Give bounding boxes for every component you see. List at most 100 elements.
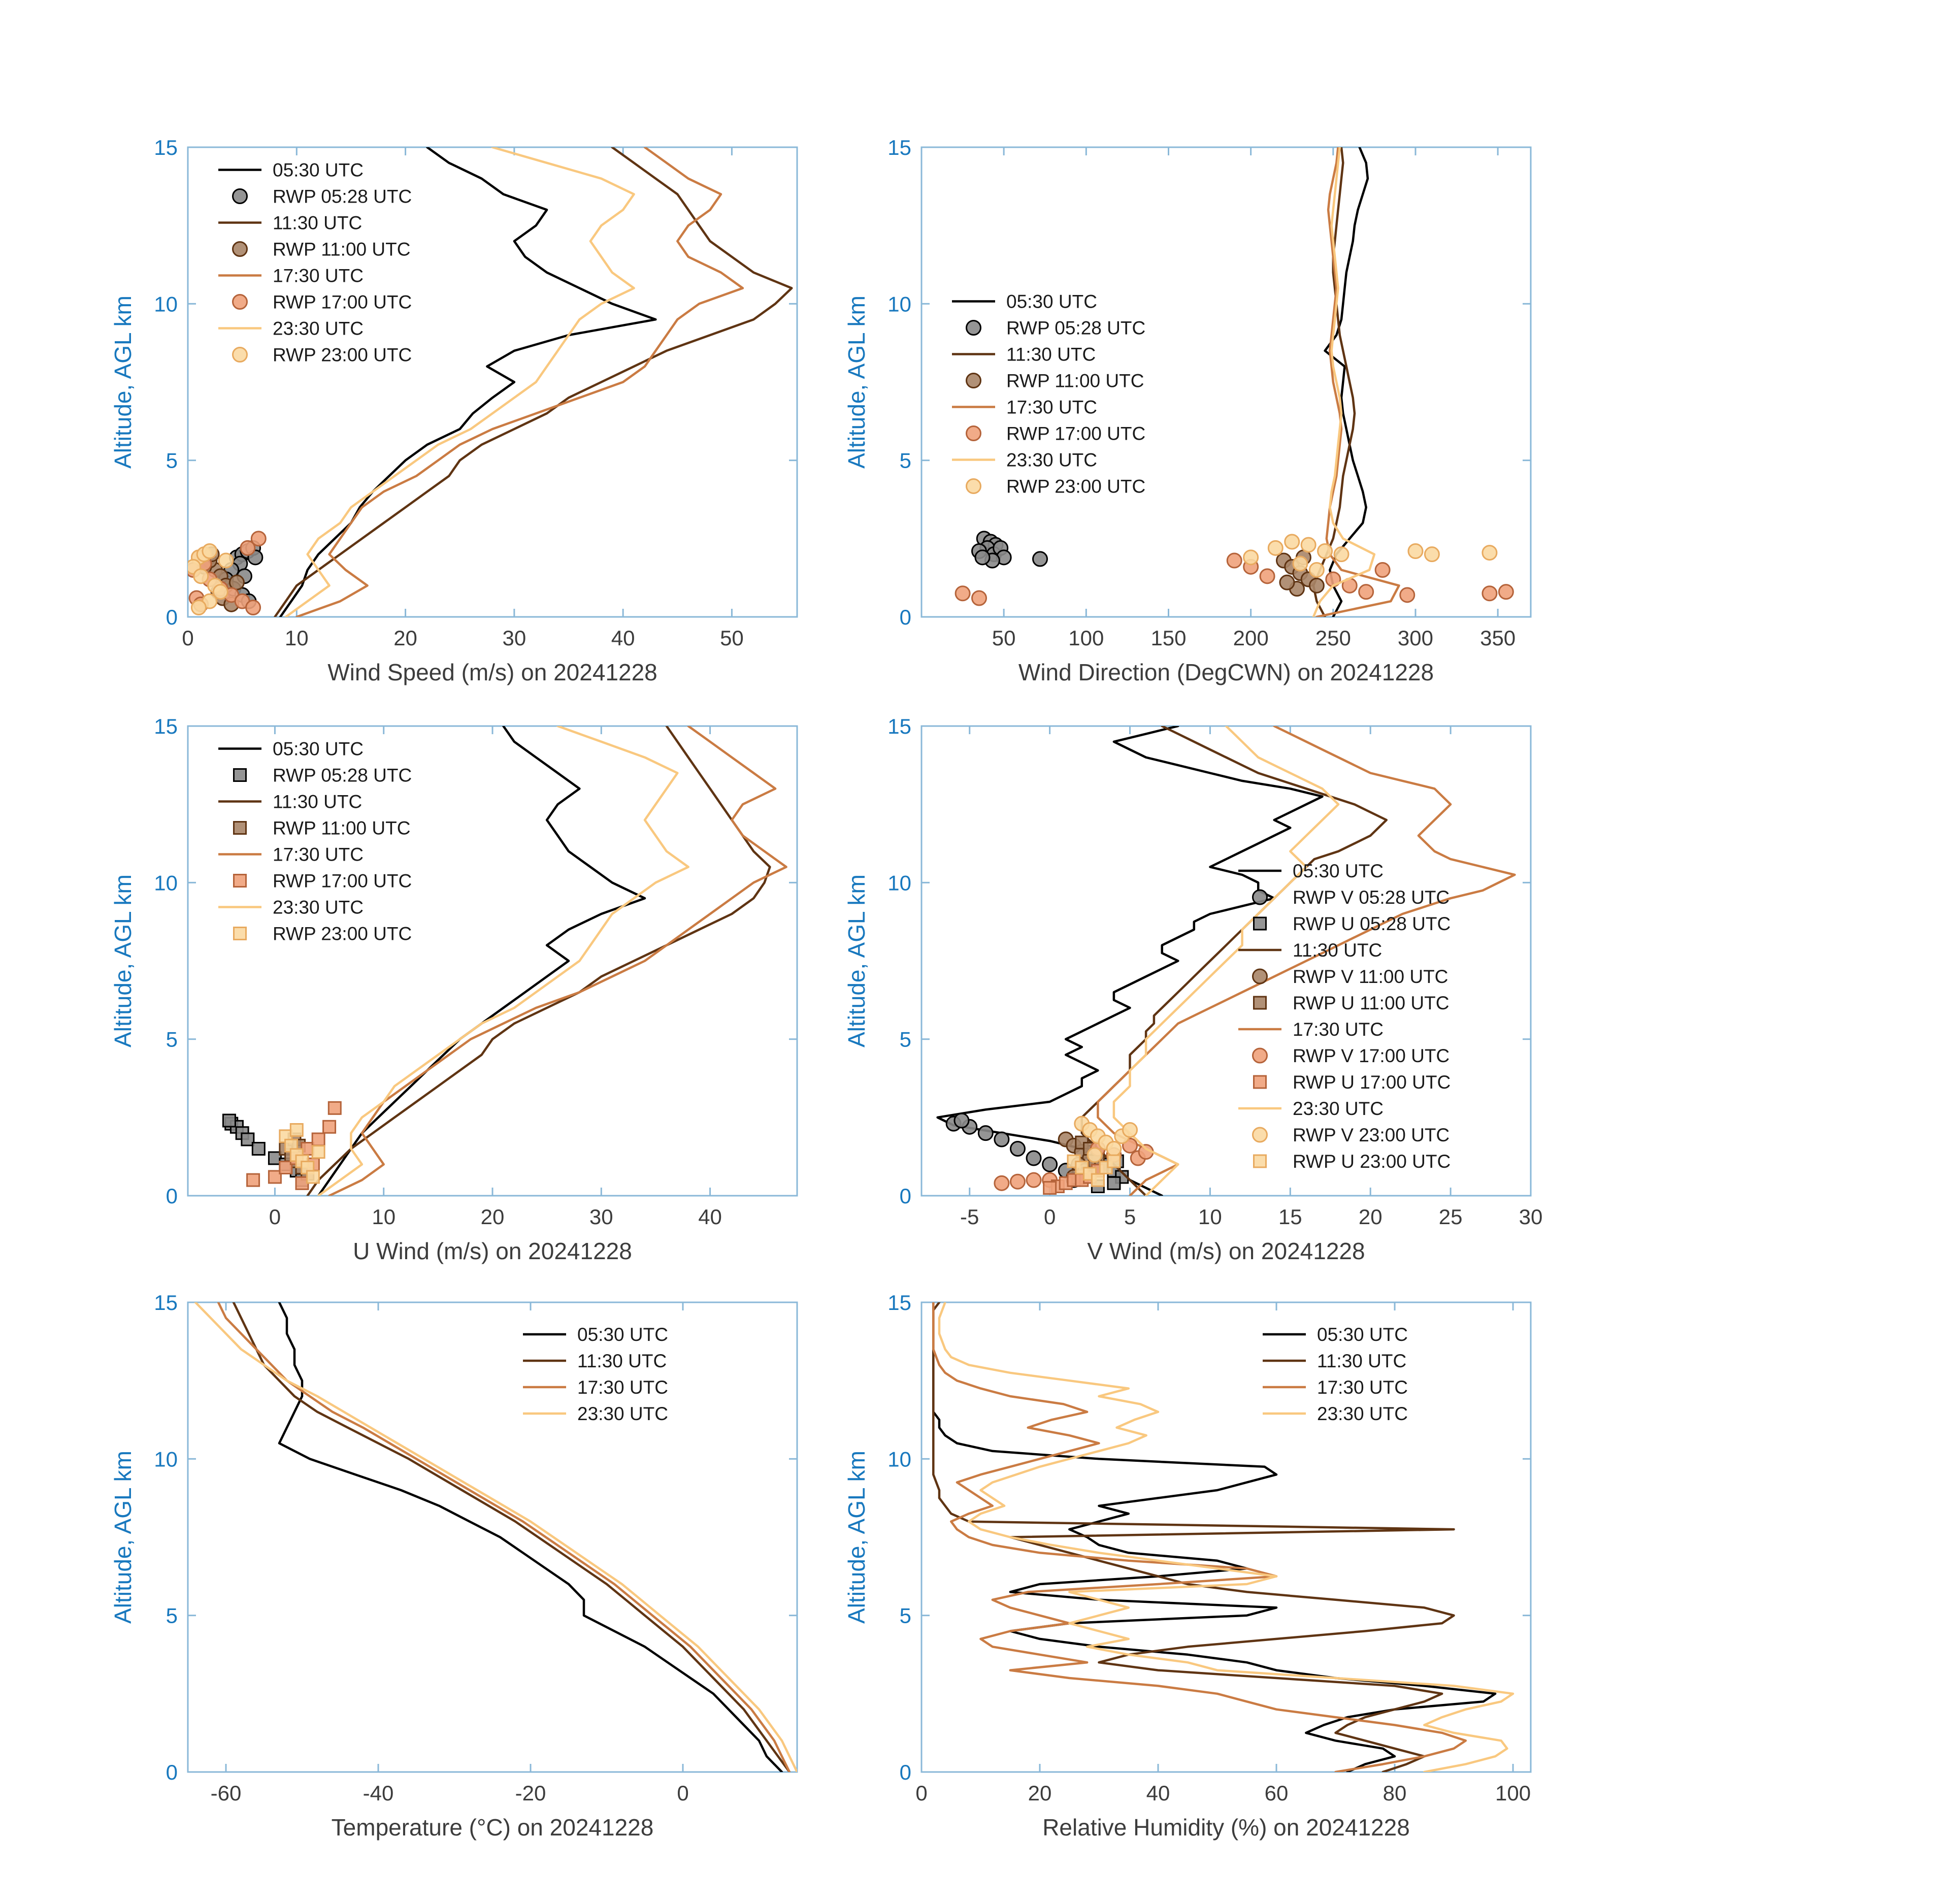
svg-text:05:30 UTC: 05:30 UTC (1293, 861, 1384, 881)
svg-text:25: 25 (1439, 1205, 1463, 1229)
svg-text:15: 15 (154, 714, 178, 738)
svg-text:RWP U 23:00 UTC: RWP U 23:00 UTC (1293, 1151, 1451, 1172)
svg-text:11:30 UTC: 11:30 UTC (1293, 940, 1382, 961)
svg-text:RWP V 23:00 UTC: RWP V 23:00 UTC (1293, 1125, 1450, 1145)
svg-text:05:30 UTC: 05:30 UTC (273, 739, 364, 760)
svg-text:40: 40 (698, 1205, 722, 1229)
svg-text:RWP 23:00 UTC: RWP 23:00 UTC (1006, 476, 1145, 497)
svg-text:50: 50 (720, 626, 744, 650)
svg-text:17:30 UTC: 17:30 UTC (1006, 397, 1097, 418)
u-wind-panel: 0 10 20 30 40 0 5 10 15 U Wind (m/s) on 20241228 A… (91, 706, 812, 1312)
svg-text:Altitude, AGL km: Altitude, AGL km (843, 296, 870, 469)
svg-text:5: 5 (900, 449, 911, 473)
svg-text:RWP 11:00 UTC: RWP 11:00 UTC (273, 239, 410, 260)
svg-text:RWP U 05:28 UTC: RWP U 05:28 UTC (1293, 913, 1451, 934)
svg-text:40: 40 (611, 626, 635, 650)
svg-text:RWP 11:00 UTC: RWP 11:00 UTC (273, 818, 410, 839)
u-wind-chart: 0 10 20 30 40 0 5 10 15 U Wind (m/s) on 20241228 A… (110, 714, 798, 1264)
svg-text:05:30 UTC: 05:30 UTC (273, 160, 364, 181)
svg-text:0: 0 (915, 1781, 927, 1805)
svg-text:RWP 23:00 UTC: RWP 23:00 UTC (273, 924, 412, 944)
svg-text:RWP U 17:00 UTC: RWP U 17:00 UTC (1293, 1072, 1451, 1093)
svg-text:5: 5 (900, 1604, 911, 1628)
svg-text:17:30 UTC: 17:30 UTC (1293, 1019, 1384, 1040)
svg-text:RWP 17:00 UTC: RWP 17:00 UTC (273, 292, 412, 313)
svg-text:RWP V 11:00 UTC: RWP V 11:00 UTC (1293, 966, 1448, 987)
svg-text:10: 10 (285, 626, 309, 650)
svg-text:-20: -20 (515, 1781, 546, 1805)
svg-text:-5: -5 (960, 1205, 979, 1229)
svg-text:RWP 11:00 UTC: RWP 11:00 UTC (1006, 371, 1144, 391)
svg-text:300: 300 (1398, 626, 1433, 650)
svg-text:0: 0 (900, 1184, 911, 1208)
svg-text:17:30 UTC: 17:30 UTC (1317, 1377, 1408, 1398)
svg-text:RWP V 05:28 UTC: RWP V 05:28 UTC (1293, 887, 1450, 908)
svg-text:RWP U 11:00 UTC: RWP U 11:00 UTC (1293, 993, 1449, 1013)
svg-text:10: 10 (1198, 1205, 1222, 1229)
svg-text:20: 20 (481, 1205, 505, 1229)
svg-text:15: 15 (1278, 1205, 1302, 1229)
svg-text:11:30 UTC: 11:30 UTC (273, 213, 362, 234)
svg-text:100: 100 (1495, 1781, 1531, 1805)
svg-text:10: 10 (887, 292, 911, 316)
svg-text:11:30 UTC: 11:30 UTC (1006, 344, 1096, 365)
wind-speed-panel: 0 10 20 30 40 50 0 5 10 15 Wind Speed (m/s) on 202… (91, 127, 812, 734)
svg-text:23:30 UTC: 23:30 UTC (577, 1403, 668, 1424)
svg-text:RWP 05:28 UTC: RWP 05:28 UTC (273, 186, 412, 207)
svg-text:20: 20 (1028, 1781, 1052, 1805)
svg-text:U Wind (m/s) on 20241228: U Wind (m/s) on 20241228 (353, 1238, 632, 1264)
svg-text:50: 50 (992, 626, 1016, 650)
svg-text:23:30 UTC: 23:30 UTC (1006, 450, 1097, 471)
svg-text:Wind Direction (DegCWN) on 202: Wind Direction (DegCWN) on 20241228 (1018, 659, 1434, 685)
svg-text:30: 30 (502, 626, 526, 650)
svg-text:05:30 UTC: 05:30 UTC (577, 1324, 668, 1345)
v-wind-chart: -5 0 5 10 15 20 25 30 0 5 10 15 V Wind (m/s) on 2024… (843, 714, 1542, 1264)
svg-text:RWP 17:00 UTC: RWP 17:00 UTC (1006, 423, 1145, 444)
svg-text:5: 5 (900, 1028, 911, 1052)
svg-text:0: 0 (166, 605, 178, 629)
svg-text:15: 15 (887, 714, 911, 738)
svg-text:100: 100 (1068, 626, 1104, 650)
svg-text:0: 0 (182, 626, 193, 650)
svg-text:V Wind (m/s) on 20241228: V Wind (m/s) on 20241228 (1087, 1238, 1365, 1264)
svg-text:0: 0 (900, 605, 911, 629)
humidity-panel: 0 20 40 60 80 100 0 5 10 15 Relative Humidity (%) … (825, 1282, 1546, 1889)
svg-text:5: 5 (166, 1028, 178, 1052)
svg-text:15: 15 (154, 1291, 178, 1315)
svg-text:05:30 UTC: 05:30 UTC (1317, 1324, 1408, 1345)
svg-text:Relative Humidity (%) on 20241: Relative Humidity (%) on 20241228 (1042, 1814, 1410, 1841)
svg-text:17:30 UTC: 17:30 UTC (273, 844, 364, 865)
svg-text:-40: -40 (363, 1781, 394, 1805)
svg-text:05:30 UTC: 05:30 UTC (1006, 291, 1097, 312)
wind-speed-chart: 0 10 20 30 40 50 0 5 10 15 Wind Speed (m/s) on 202… (110, 136, 798, 685)
svg-text:Altitude, AGL km: Altitude, AGL km (110, 874, 136, 1047)
svg-text:30: 30 (589, 1205, 613, 1229)
svg-text:10: 10 (154, 292, 178, 316)
svg-text:10: 10 (887, 871, 911, 895)
svg-text:5: 5 (1124, 1205, 1136, 1229)
svg-text:0: 0 (166, 1184, 178, 1208)
svg-text:Altitude, AGL km: Altitude, AGL km (110, 296, 136, 469)
svg-text:23:30 UTC: 23:30 UTC (273, 897, 364, 918)
svg-text:23:30 UTC: 23:30 UTC (1293, 1098, 1384, 1119)
svg-text:60: 60 (1265, 1781, 1289, 1805)
svg-text:17:30 UTC: 17:30 UTC (577, 1377, 668, 1398)
svg-text:0: 0 (269, 1205, 281, 1229)
svg-text:RWP 17:00 UTC: RWP 17:00 UTC (273, 871, 412, 892)
svg-text:RWP V 17:00 UTC: RWP V 17:00 UTC (1293, 1045, 1450, 1066)
svg-text:350: 350 (1480, 626, 1516, 650)
svg-text:250: 250 (1315, 626, 1351, 650)
svg-text:-60: -60 (211, 1781, 242, 1805)
wind-direction-chart: 50 100 150 200 250 300 350 0 5 10 15 Wind Direction… (843, 136, 1532, 685)
svg-text:RWP 05:28 UTC: RWP 05:28 UTC (273, 765, 412, 786)
svg-text:10: 10 (887, 1447, 911, 1471)
svg-text:20: 20 (393, 626, 417, 650)
svg-text:0: 0 (677, 1781, 688, 1805)
v-wind-panel: -5 0 5 10 15 20 25 30 0 5 10 15 V Wind (m/s) on 2024… (825, 706, 1546, 1312)
svg-text:RWP 23:00 UTC: RWP 23:00 UTC (273, 345, 412, 366)
svg-text:11:30 UTC: 11:30 UTC (273, 792, 362, 812)
svg-text:20: 20 (1359, 1205, 1383, 1229)
svg-text:RWP 05:28 UTC: RWP 05:28 UTC (1006, 318, 1145, 339)
svg-text:Altitude, AGL km: Altitude, AGL km (843, 1451, 870, 1624)
